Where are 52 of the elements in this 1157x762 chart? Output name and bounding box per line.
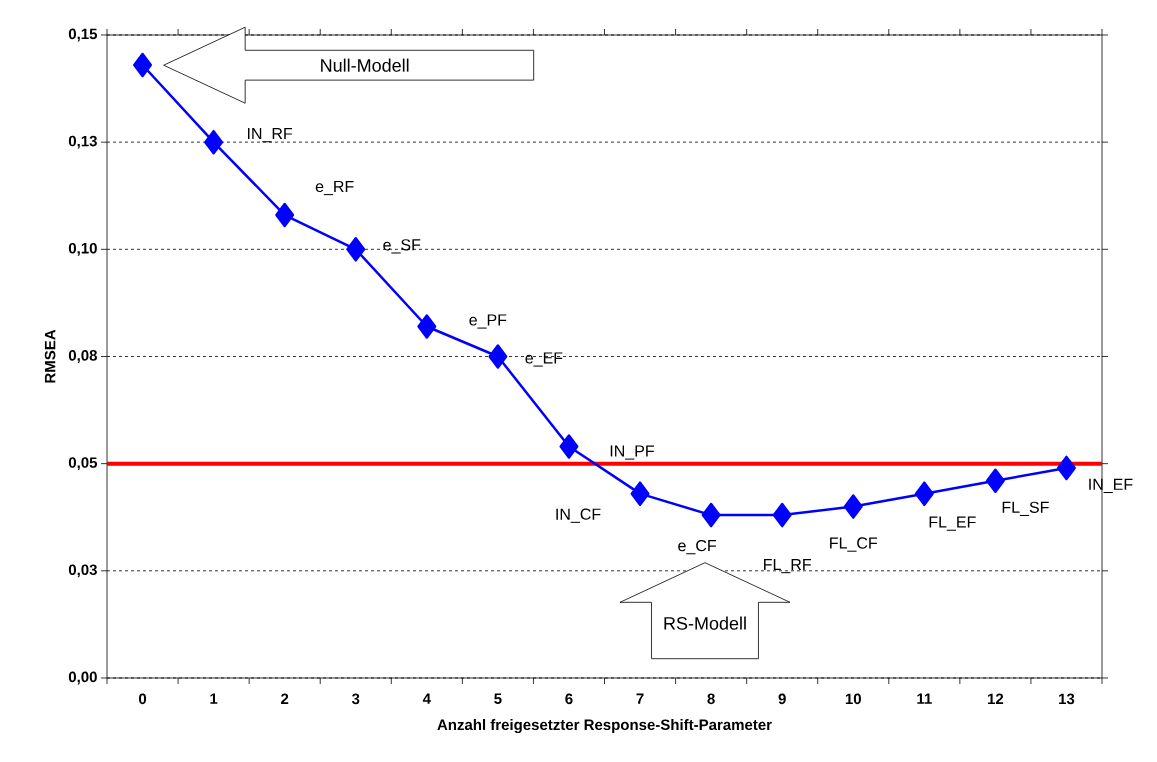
y-tick-label: 0,03 [68,564,97,578]
point [559,434,579,459]
x-tick-label: 2 [281,693,289,704]
x-tick-label: 11 [917,693,932,704]
x-tick-label: 9 [778,693,786,705]
point [630,481,650,506]
annotation: e_PF [469,314,507,329]
x-tick-label: 8 [707,693,715,705]
y-tick-label: 0,10 [68,242,97,256]
point [1056,455,1076,481]
point [914,481,934,506]
annotation: FL_SF [1002,501,1049,516]
annotation: IN_RF [247,128,293,143]
point [488,344,508,369]
point [843,494,863,519]
annotation: e_EF [525,352,563,367]
x-tick-label: 0 [138,693,147,705]
point [346,237,366,262]
x-tick-label: 1 [210,693,218,704]
x-tick-label: 4 [422,693,431,704]
annotation: FL_CF [830,537,878,552]
x-tick-label: 3 [351,693,360,705]
y-tick-label: 0,13 [68,135,97,149]
point [204,129,224,155]
y-tick-label: 0,00 [68,671,97,685]
x-tick-label: 12 [987,693,1004,704]
x-axis-title: Anzahl freigesetzter Response-Shift-Parameter [437,719,772,734]
annotation: FL_RF [764,559,811,574]
annotation: e_SF [383,239,421,254]
annotation: Null-Modell [321,58,409,72]
x-tick-label: 7 [636,693,644,704]
annotation: FL_EF [929,516,976,531]
point [772,502,792,528]
x-tick-label: 6 [565,693,573,705]
annotation: e_RF [315,180,354,196]
point [275,202,295,228]
y-axis-title: RMSEA [44,329,56,383]
annotation: IN_EF [1089,478,1133,494]
x-tick-label: 10 [845,693,861,705]
y-tick-label: 0,08 [68,350,97,363]
x-tick-label: 13 [1059,693,1075,705]
annotation: e_CF [678,539,717,555]
y-tick-label: 0,15 [68,28,98,42]
x-tick-label: 5 [494,693,502,704]
y-tick-label: 0,05 [68,457,98,471]
point [985,468,1005,494]
point [133,52,153,78]
point [701,502,721,528]
annotation: IN_PF [610,445,654,460]
annotation: RS-Modell [664,616,746,630]
annotation: IN_CF [556,508,601,523]
point [417,314,437,339]
